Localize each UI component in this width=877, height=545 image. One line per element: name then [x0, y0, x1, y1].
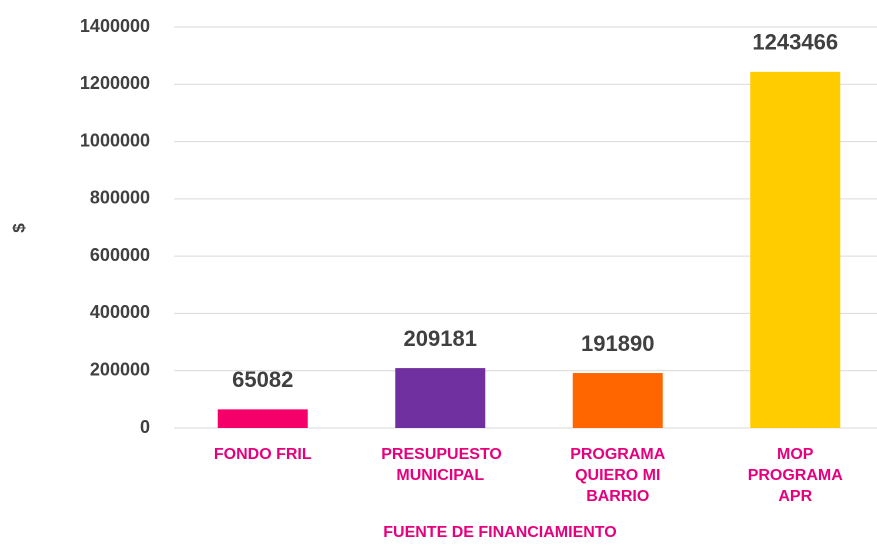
x-axis-label: FUENTE DE FINANCIAMIENTO	[300, 524, 700, 542]
y-axis-label: $	[9, 223, 28, 233]
data-label: 65082	[232, 367, 293, 392]
x-tick-label: PRESUPUESTO MUNICIPAL	[381, 444, 499, 486]
bar	[395, 368, 485, 428]
y-tick-label: 0	[140, 417, 150, 437]
x-tick-label: FONDO FRIL	[204, 444, 322, 465]
y-tick-label: 1200000	[80, 73, 150, 93]
y-tick-label: 800000	[90, 188, 150, 208]
bar	[218, 409, 308, 428]
chart: $ 0 200000 400000 600000 800000 1000000 120000…	[0, 0, 877, 545]
bar	[573, 373, 663, 428]
y-tick-label: 1000000	[80, 130, 150, 150]
x-tick-label: PROGRAMA QUIERO MI BARRIO	[559, 444, 677, 507]
data-label: 1243466	[752, 30, 838, 55]
y-tick-label: 600000	[90, 245, 150, 265]
y-tick-label: 400000	[90, 302, 150, 322]
x-tick-label: MOP PROGRAMA APR	[736, 444, 854, 507]
y-tick-label: 200000	[90, 359, 150, 379]
data-label: 209181	[404, 326, 477, 351]
y-tick-label: 1400000	[80, 16, 150, 36]
data-label: 191890	[581, 331, 654, 356]
bar	[750, 72, 840, 428]
